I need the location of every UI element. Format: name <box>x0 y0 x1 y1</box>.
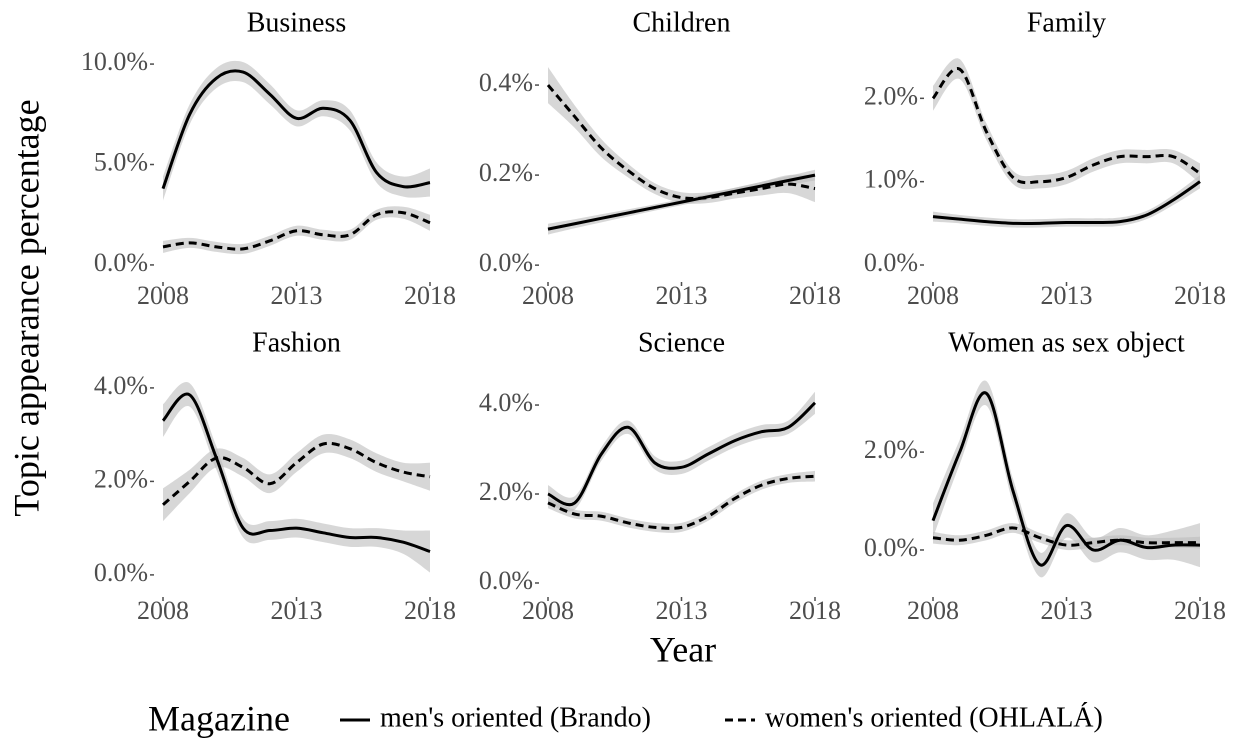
legend-title: Magazine <box>148 698 290 738</box>
series-line <box>161 69 431 190</box>
x-tick-label: 2018 <box>404 281 456 310</box>
y-tick-label: 10.0% <box>81 47 148 76</box>
confidence-band <box>548 391 815 512</box>
x-tick-label: 2013 <box>271 281 323 310</box>
confidence-band <box>933 58 1200 190</box>
y-tick-label: 1.0% <box>864 165 918 194</box>
series-line <box>547 401 817 507</box>
y-tick-label: 2.0% <box>864 81 918 110</box>
x-tick-label: 2008 <box>907 596 959 625</box>
series-line <box>161 392 431 553</box>
confidence-band <box>163 381 430 573</box>
panel-title: Family <box>1027 7 1106 38</box>
x-tick-label: 2018 <box>404 596 456 625</box>
x-tick-label: 2013 <box>1041 596 1093 625</box>
series-line <box>932 180 1201 225</box>
x-tick-label: 2018 <box>789 281 841 310</box>
x-tick-label: 2013 <box>656 596 708 625</box>
series-line <box>546 84 816 200</box>
x-tick-label: 2013 <box>271 596 323 625</box>
y-tick-label: 0.0% <box>864 248 918 277</box>
y-tick-label: 2.0% <box>864 435 918 464</box>
series-line <box>547 173 816 231</box>
series-line <box>932 526 1200 547</box>
y-tick-label: 0.0% <box>864 533 918 562</box>
y-tick-label: 0.4% <box>479 68 533 97</box>
y-tick-label: 4.0% <box>94 371 148 400</box>
x-tick-label: 2013 <box>656 281 708 310</box>
y-tick-label: 0.0% <box>479 248 533 277</box>
x-tick-label: 2008 <box>137 596 189 625</box>
panel-title: Science <box>638 327 725 358</box>
confidence-band <box>548 67 815 204</box>
series-line <box>931 391 1201 567</box>
x-tick-label: 2018 <box>1174 596 1226 625</box>
x-tick-label: 2008 <box>907 281 959 310</box>
y-tick-label: 4.0% <box>479 388 533 417</box>
x-tick-label: 2008 <box>522 596 574 625</box>
panel-title: Business <box>247 7 347 38</box>
y-tick-label: 5.0% <box>94 147 148 176</box>
x-tick-label: 2018 <box>1174 281 1226 310</box>
confidence-band <box>163 433 430 522</box>
y-tick-label: 0.0% <box>479 566 533 595</box>
legend: men's oriented (Brando) women's oriented … <box>340 702 1103 733</box>
series-line <box>931 67 1201 185</box>
x-tick-label: 2018 <box>789 596 841 625</box>
x-tick-label: 2008 <box>522 281 574 310</box>
y-tick-label: 2.0% <box>94 464 148 493</box>
x-axis-title: Year <box>650 629 716 669</box>
y-tick-label: 0.0% <box>94 558 148 587</box>
y-axis-title: Topic appearance percentage <box>6 99 46 516</box>
y-tick-label: 0.0% <box>94 248 148 277</box>
legend-label: women's oriented (OHLALÁ) <box>765 702 1103 733</box>
legend-label: men's oriented (Brando) <box>380 702 651 733</box>
y-tick-label: 0.2% <box>479 158 533 187</box>
panel-title: Fashion <box>252 327 341 358</box>
series-line <box>547 474 816 530</box>
confidence-band <box>548 470 815 533</box>
panel-title: Women as sex object <box>948 327 1185 358</box>
panel-title: Children <box>633 7 731 38</box>
x-tick-label: 2008 <box>137 281 189 310</box>
series-line <box>162 441 431 506</box>
confidence-band <box>933 175 1200 228</box>
series-line <box>162 210 431 251</box>
x-tick-label: 2013 <box>1041 281 1093 310</box>
y-tick-label: 2.0% <box>479 477 533 506</box>
confidence-band <box>163 60 430 201</box>
